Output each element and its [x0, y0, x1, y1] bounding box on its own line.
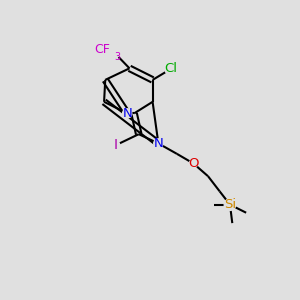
Circle shape: [112, 141, 120, 149]
Text: CF: CF: [95, 44, 111, 56]
Circle shape: [154, 139, 163, 148]
Text: N: N: [154, 137, 163, 150]
Circle shape: [103, 40, 121, 59]
Text: I: I: [114, 138, 118, 152]
Text: Cl: Cl: [165, 62, 178, 75]
Text: 3: 3: [114, 52, 121, 62]
Text: N: N: [122, 107, 132, 120]
Circle shape: [189, 159, 198, 168]
Circle shape: [224, 199, 236, 210]
Circle shape: [123, 109, 132, 118]
Text: Si: Si: [224, 198, 236, 211]
Circle shape: [165, 63, 177, 75]
Text: O: O: [188, 157, 199, 170]
